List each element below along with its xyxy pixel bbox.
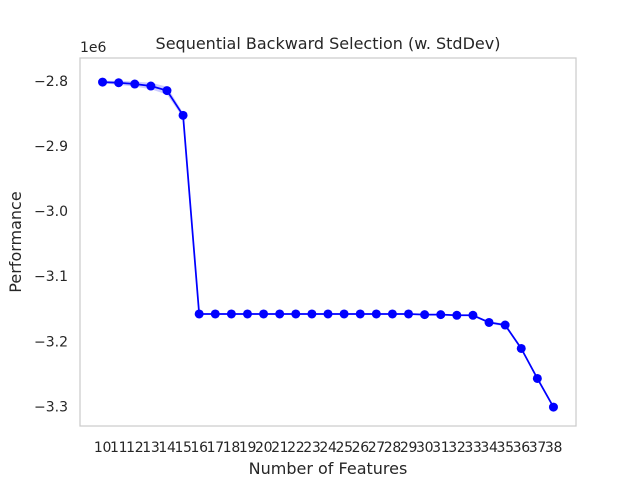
series-marker-layer [98, 77, 558, 412]
x-tick-label: 28 [384, 440, 401, 456]
x-tick-label: 23 [303, 440, 320, 456]
x-tick-label: 30 [416, 440, 433, 456]
x-tick-label: 37 [529, 440, 546, 456]
x-tick-label: 35 [497, 440, 514, 456]
data-point [146, 81, 156, 91]
y-offset-text: 1e6 [80, 40, 107, 56]
data-point [532, 373, 542, 383]
x-tick-label: 24 [319, 440, 337, 456]
data-point [323, 309, 333, 319]
data-point [484, 317, 494, 327]
x-axis-title: Number of Features [249, 459, 408, 478]
x-tick-label: 38 [545, 440, 562, 456]
data-point [468, 310, 478, 320]
y-tick-label: −2.9 [34, 139, 68, 155]
data-point [114, 78, 124, 88]
data-point [516, 343, 526, 353]
x-tick-label: 12 [126, 440, 143, 456]
data-point [275, 309, 285, 319]
x-tick-label: 17 [207, 440, 224, 456]
x-tick-label: 19 [239, 440, 256, 456]
y-tick-label: −3.0 [34, 204, 68, 220]
plot-area [79, 57, 577, 427]
x-tick-label: 26 [352, 440, 370, 456]
data-point [339, 309, 349, 319]
x-tick-label: 10 [94, 440, 111, 456]
data-point [226, 309, 236, 319]
x-tick-label: 13 [142, 440, 159, 456]
data-point [162, 86, 172, 96]
data-point [178, 110, 188, 120]
data-point [210, 309, 220, 319]
data-point [194, 309, 204, 319]
x-tick-label: 31 [432, 440, 449, 456]
x-tick-label: 14 [158, 440, 176, 456]
x-tick-label: 22 [287, 440, 304, 456]
data-point [130, 79, 140, 89]
x-tick-label: 25 [335, 440, 352, 456]
x-tick-label: 21 [271, 440, 288, 456]
data-point [355, 309, 365, 319]
y-axis-title: Performance [6, 191, 25, 292]
data-point [404, 309, 414, 319]
data-point [387, 309, 397, 319]
x-tick-label: 11 [110, 440, 127, 456]
x-tick-label: 34 [480, 440, 498, 456]
data-point [436, 310, 446, 320]
data-point [420, 310, 430, 320]
x-tick-label: 15 [174, 440, 191, 456]
x-tick-label: 32 [448, 440, 465, 456]
chart-title: Sequential Backward Selection (w. StdDev… [156, 34, 501, 53]
data-point [452, 310, 462, 320]
x-tick-label: 20 [255, 440, 272, 456]
data-point [548, 402, 558, 412]
y-tick-label: −3.1 [34, 269, 68, 285]
x-tick-label: 33 [464, 440, 481, 456]
data-point [371, 309, 381, 319]
data-point [307, 309, 317, 319]
x-tick-label: 29 [400, 440, 417, 456]
data-point [259, 309, 269, 319]
x-tick-labels: 1011121314151617181920212223242526272829… [94, 440, 562, 456]
y-tick-label: −2.8 [34, 74, 68, 90]
y-tick-label: −3.2 [34, 334, 68, 350]
data-point [242, 309, 252, 319]
x-tick-label: 18 [223, 440, 240, 456]
x-tick-label: 16 [191, 440, 209, 456]
x-tick-label: 27 [368, 440, 385, 456]
y-tick-label: −3.3 [34, 399, 68, 415]
data-point [291, 309, 301, 319]
x-tick-label: 36 [513, 440, 531, 456]
y-tick-labels: −2.8 −2.9 −3.0 −3.1 −3.2 −3.3 [34, 74, 68, 416]
data-point [500, 320, 510, 330]
data-point [98, 77, 108, 87]
